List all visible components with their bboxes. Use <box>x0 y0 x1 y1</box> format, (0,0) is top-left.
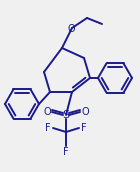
Text: S: S <box>62 110 70 120</box>
Text: O: O <box>81 107 89 117</box>
Text: F: F <box>45 123 51 133</box>
Text: O: O <box>43 107 51 117</box>
Text: O: O <box>67 24 75 34</box>
Text: F: F <box>81 123 87 133</box>
Text: F: F <box>63 147 69 157</box>
